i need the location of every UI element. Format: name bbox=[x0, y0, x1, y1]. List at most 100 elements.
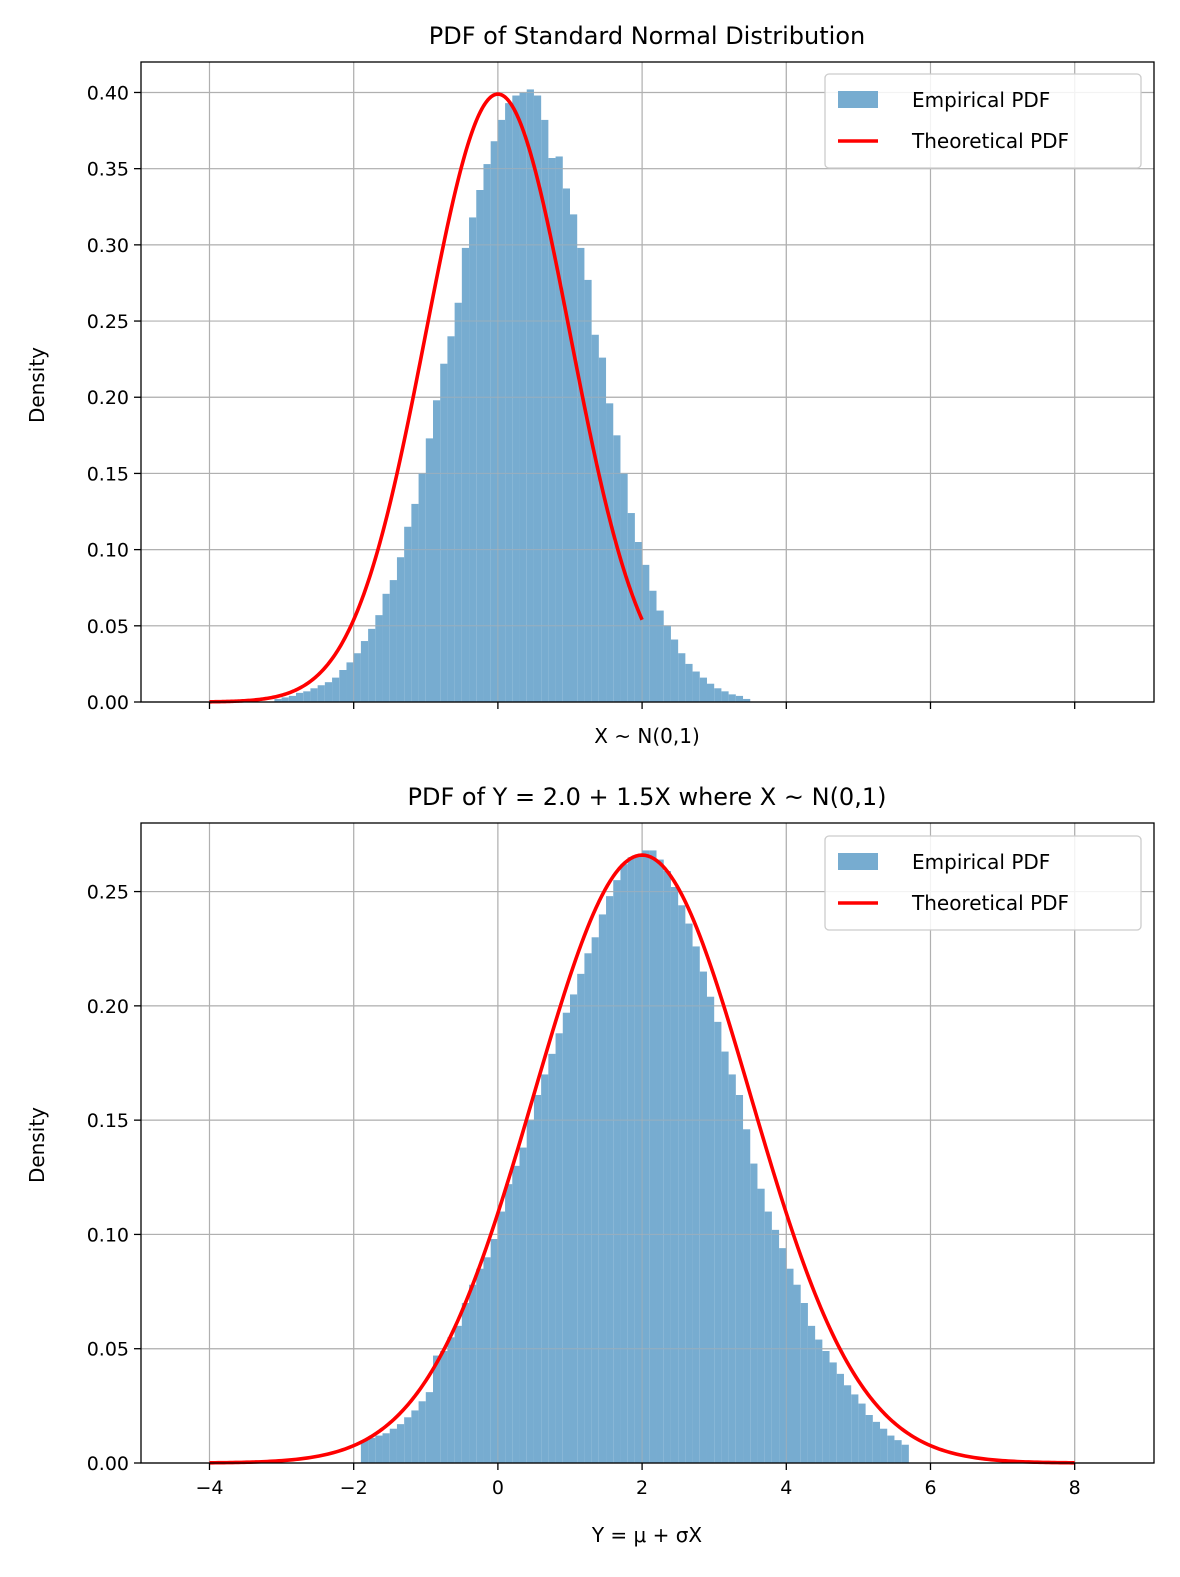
bottom-chart-x-tick-label: 2 bbox=[636, 1477, 648, 1499]
top-chart-histogram-bar bbox=[505, 103, 513, 702]
top-chart-histogram-bar bbox=[476, 190, 484, 702]
top-chart-histogram-bar bbox=[461, 247, 470, 702]
bottom-chart-histogram-bar bbox=[851, 1394, 859, 1463]
top-chart-histogram-bar bbox=[656, 610, 664, 702]
top-chart-histogram-bar bbox=[569, 214, 578, 702]
top-chart-histogram-bar bbox=[714, 688, 722, 702]
bottom-chart-histogram-bar bbox=[642, 850, 650, 1463]
top-chart-theoretical-pdf-line bbox=[209, 92, 644, 704]
top-chart-histogram-bar bbox=[613, 435, 621, 702]
bottom-chart-histogram-bar bbox=[584, 953, 592, 1463]
bottom-chart-histogram-bar bbox=[360, 1440, 369, 1463]
top-chart-histogram-bar bbox=[584, 279, 592, 702]
bottom-chart-histogram-bar bbox=[793, 1284, 801, 1463]
bottom-chart-histogram-bar bbox=[670, 887, 679, 1463]
bottom-chart-histogram-bar bbox=[692, 946, 700, 1463]
bottom-chart-histogram-bar bbox=[620, 864, 628, 1463]
top-chart-histogram-bar bbox=[296, 692, 304, 702]
bottom-chart-histogram-bar bbox=[815, 1339, 823, 1463]
top-chart-legend-swatch-empirical bbox=[838, 91, 878, 108]
bottom-chart-y-tick-label: 0.25 bbox=[87, 882, 129, 904]
top-chart-histogram-bar bbox=[433, 400, 441, 702]
top-chart-y-tick-label: 0.15 bbox=[87, 463, 129, 485]
bottom-chart-histogram-bar bbox=[829, 1362, 837, 1463]
top-chart-y-tick-label: 0.40 bbox=[87, 82, 129, 104]
bottom-chart-histogram-bar bbox=[865, 1415, 873, 1463]
top-chart-histogram-bar bbox=[670, 639, 679, 702]
bottom-chart-histogram-bar bbox=[843, 1385, 852, 1463]
bottom-chart-histogram-bar bbox=[606, 896, 614, 1463]
top-chart-histogram-bar bbox=[404, 526, 412, 702]
bottom-chart-histogram-bar bbox=[750, 1163, 758, 1463]
bottom-chart-histogram-bar bbox=[440, 1351, 448, 1463]
top-chart-histogram-bar bbox=[360, 641, 369, 702]
top-chart-histogram-bar bbox=[728, 694, 736, 702]
bottom-chart-histogram-bar bbox=[476, 1268, 484, 1463]
top-chart-histogram-bar bbox=[548, 158, 556, 702]
bottom-chart-histogram-bar bbox=[555, 1033, 563, 1463]
bottom-chart-histogram bbox=[141, 823, 1154, 1464]
bottom-chart-x-ticks: −4 −2 0 2 4 6 8 bbox=[195, 1463, 1081, 1499]
bottom-chart-y-axis-label: Density bbox=[25, 1107, 49, 1183]
top-chart-legend-box bbox=[824, 73, 1142, 169]
bottom-chart-histogram-bar bbox=[389, 1428, 397, 1463]
bottom-chart-panel: PDF of Y = 2.0 + 1.5X where X ~ N(0,1) −… bbox=[25, 783, 1155, 1547]
top-chart-histogram-bar bbox=[411, 503, 419, 702]
bottom-chart-histogram-bar bbox=[497, 1211, 506, 1463]
top-chart-y-tick-label: 0.20 bbox=[87, 387, 129, 409]
top-chart-histogram-bar bbox=[346, 662, 354, 702]
bottom-chart-theoretical-pdf-line bbox=[209, 853, 1075, 1465]
bottom-chart-x-axis-label: Y = μ + σX bbox=[591, 1523, 703, 1547]
bottom-chart-histogram-bar bbox=[757, 1188, 765, 1463]
top-chart-histogram-bar bbox=[368, 628, 376, 702]
top-chart-histogram-bar bbox=[469, 217, 477, 702]
top-chart-y-tick-label: 0.00 bbox=[87, 692, 129, 714]
bottom-chart-x-tick-label: −2 bbox=[340, 1477, 368, 1499]
top-chart-histogram-bar bbox=[512, 95, 520, 703]
top-chart-histogram-bar bbox=[620, 473, 628, 702]
bottom-chart-histogram-bar bbox=[858, 1403, 866, 1463]
bottom-chart-histogram-bar bbox=[368, 1437, 376, 1463]
bottom-chart-histogram-bar bbox=[800, 1303, 808, 1463]
bottom-chart-histogram-bar bbox=[598, 914, 607, 1463]
bottom-chart-histogram-bar bbox=[396, 1424, 405, 1463]
top-chart-histogram-bar bbox=[678, 653, 686, 702]
bottom-chart-histogram-bar bbox=[901, 1444, 909, 1463]
bottom-chart-histogram-bar bbox=[483, 1257, 491, 1463]
top-chart-histogram-bar bbox=[627, 513, 635, 702]
bottom-chart-histogram-bar bbox=[764, 1211, 772, 1463]
bottom-chart-histogram-bar bbox=[577, 973, 585, 1463]
top-chart-histogram-bar bbox=[577, 247, 585, 702]
top-chart-histogram-bar bbox=[692, 671, 700, 702]
bottom-chart-histogram-bar bbox=[461, 1303, 470, 1463]
bottom-chart-title: PDF of Y = 2.0 + 1.5X where X ~ N(0,1) bbox=[408, 783, 887, 811]
bottom-chart-histogram-bar bbox=[505, 1184, 513, 1463]
top-chart-histogram-bar bbox=[555, 156, 563, 702]
bottom-chart-histogram-bar bbox=[591, 937, 599, 1463]
bottom-chart-x-tick-label: −4 bbox=[195, 1477, 223, 1499]
bottom-chart-histogram-bar bbox=[706, 996, 715, 1463]
bottom-chart-histogram-bar bbox=[454, 1325, 462, 1463]
bottom-chart-y-tick-label: 0.05 bbox=[87, 1339, 129, 1361]
bottom-chart-histogram-bar bbox=[541, 1074, 549, 1463]
bottom-chart-y-tick-label: 0.00 bbox=[87, 1453, 129, 1475]
bottom-chart-histogram-bar bbox=[887, 1435, 895, 1463]
bottom-chart-histogram-bar bbox=[375, 1435, 383, 1463]
top-chart-legend-label-theoretical: Theoretical PDF bbox=[911, 129, 1069, 153]
top-chart-histogram-bar bbox=[274, 698, 282, 702]
top-chart-histogram-bar bbox=[389, 580, 397, 702]
bottom-chart-x-tick-label: 0 bbox=[492, 1477, 504, 1499]
top-chart-histogram-bar bbox=[339, 670, 347, 702]
top-chart-histogram-bar bbox=[541, 119, 549, 702]
bottom-chart-histogram-bar bbox=[771, 1229, 780, 1463]
bottom-chart-histogram-bar bbox=[663, 871, 671, 1463]
top-chart-histogram-bar bbox=[310, 688, 318, 702]
top-chart-panel: PDF of Standard Normal Distribution 0.00… bbox=[25, 22, 1155, 748]
top-chart-histogram-bar bbox=[598, 357, 607, 702]
top-chart-histogram-bar bbox=[382, 593, 390, 702]
bottom-chart-y-ticks: 0.00 0.05 0.10 0.15 0.20 0.25 bbox=[87, 882, 141, 1475]
top-chart-histogram-bar bbox=[562, 188, 570, 702]
bottom-chart-histogram-bar bbox=[512, 1165, 520, 1463]
bottom-chart-histogram-bar bbox=[822, 1351, 830, 1463]
top-chart-histogram-bar bbox=[375, 615, 383, 702]
